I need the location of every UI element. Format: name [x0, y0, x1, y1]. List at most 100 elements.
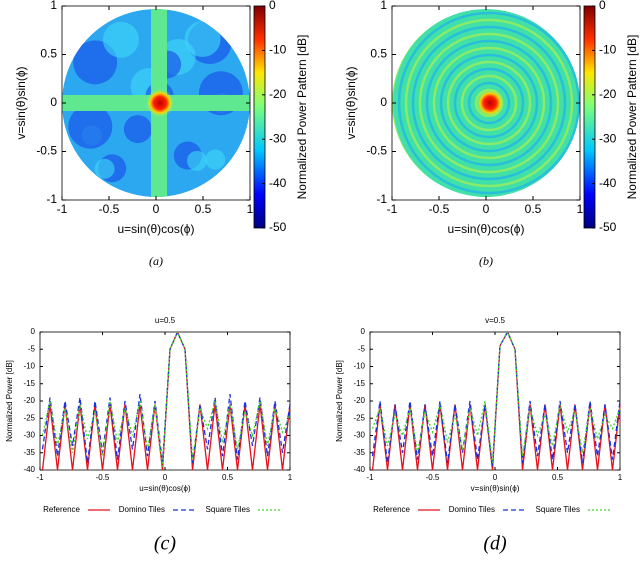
- y-tick-label: -40: [353, 465, 365, 474]
- heatmap-ring: [439, 53, 539, 153]
- y-tick-label: -35: [353, 448, 365, 457]
- heatmap-blob: [186, 150, 207, 171]
- heatmap-ring: [467, 81, 511, 125]
- heatmap-blob: [123, 115, 152, 144]
- panel-label: (b): [479, 254, 493, 268]
- x-tick-label: -1: [387, 202, 398, 216]
- y-tick-label: -5: [358, 344, 366, 353]
- y-tick-label: 0.5: [40, 47, 57, 61]
- heatmap-ring: [432, 46, 546, 160]
- y-tick-label: 0.5: [370, 47, 387, 61]
- y-axis-label: Normalized Power [dB]: [335, 360, 344, 442]
- y-tick-label: -0.5: [36, 144, 57, 158]
- y-tick-label: -0.5: [366, 144, 387, 158]
- y-tick-label: -40: [23, 465, 35, 474]
- x-tick-label: -0.5: [426, 473, 440, 482]
- colorbar-tick-label: -40: [269, 176, 287, 190]
- heatmap-ring: [453, 67, 525, 139]
- x-tick-label: -1: [57, 202, 68, 216]
- y-axis-label: Normalized Power [dB]: [5, 360, 14, 442]
- legend-label: Domino Tiles: [449, 505, 495, 514]
- heatmap-ring: [446, 60, 532, 146]
- panel: -1 -0.5 0 0.5 1 -40 -35 -30 -25 -20 -15 -10 -5 0 u=sin…: [5, 316, 293, 554]
- x-tick-label: 0.5: [525, 202, 542, 216]
- y-tick-label: 0: [31, 327, 36, 336]
- y-tick-label: -1: [46, 192, 57, 206]
- y-tick-label: -15: [353, 379, 365, 388]
- x-tick-label: -0.5: [99, 202, 120, 216]
- x-tick-label: 0: [493, 473, 498, 482]
- heatmap-blob: [205, 149, 226, 170]
- legend-label: Reference: [373, 505, 410, 514]
- heatmap-blob: [68, 104, 113, 149]
- y-tick-label: -5: [28, 344, 36, 353]
- x-tick-label: -1: [36, 473, 44, 482]
- colorbar-tick-label: 0: [599, 0, 606, 12]
- y-tick-label: -25: [353, 413, 365, 422]
- series-line: [41, 330, 291, 471]
- y-tick-label: 1: [380, 0, 387, 12]
- x-tick-label: 0: [483, 202, 490, 216]
- x-tick-label: 0.5: [195, 202, 212, 216]
- y-tick-label: -25: [23, 413, 35, 422]
- series-line: [371, 330, 621, 464]
- colorbar-tick-label: -50: [599, 220, 617, 234]
- heatmap-blob: [94, 158, 115, 179]
- legend-label: Square Tiles: [536, 505, 580, 514]
- colorbar-tick-label: -20: [599, 87, 617, 101]
- colorbar: [583, 5, 596, 229]
- y-tick-label: 1: [50, 0, 57, 12]
- colorbar: [253, 5, 266, 229]
- panel-label: (d): [483, 533, 507, 555]
- colorbar-label: Normalized Power Pattern [dB]: [625, 35, 639, 200]
- y-tick-label: -30: [23, 431, 35, 440]
- legend-label: Domino Tiles: [119, 505, 165, 514]
- x-tick-label: -0.5: [96, 473, 110, 482]
- colorbar-label: Normalized Power Pattern [dB]: [295, 35, 309, 200]
- colorbar-tick-label: -50: [269, 220, 287, 234]
- y-axis-label: v=sin(θ)sin(ϕ): [344, 66, 358, 139]
- x-tick-label: 1: [618, 473, 623, 482]
- heatmap-ring: [411, 25, 567, 181]
- x-tick-label: 1: [247, 202, 254, 216]
- chart-title: u=0.5: [155, 316, 176, 325]
- x-axis-label: v=sin(θ)sin(ϕ): [471, 484, 520, 493]
- x-tick-label: 0: [153, 202, 160, 216]
- heatmap-blob: [184, 21, 221, 58]
- y-tick-label: -1: [376, 192, 387, 206]
- heatmap: [392, 9, 580, 197]
- heatmap-ring: [460, 74, 518, 132]
- heatmap: [62, 9, 250, 197]
- x-tick-label: -1: [366, 473, 374, 482]
- heatmap-ring: [404, 18, 574, 188]
- y-tick-label: -30: [353, 431, 365, 440]
- y-tick-label: -10: [353, 362, 365, 371]
- chart-title: v=0.5: [485, 316, 505, 325]
- plot-frame: [39, 331, 291, 471]
- y-tick-label: -10: [23, 362, 35, 371]
- colorbar-tick-label: -20: [269, 87, 287, 101]
- panel: -1 -0.5 0 0.5 1 -40 -35 -30 -25 -20 -15 -10 -5 0 v=sin…: [335, 316, 623, 554]
- colorbar-tick-label: -10: [269, 43, 287, 57]
- panel-label: (a): [149, 254, 163, 268]
- y-tick-label: -35: [23, 448, 35, 457]
- x-axis-label: u=sin(θ)cos(ϕ): [139, 484, 191, 493]
- heatmap-blob: [73, 40, 118, 85]
- colorbar-tick-label: -30: [269, 131, 287, 145]
- x-tick-label: -0.5: [429, 202, 450, 216]
- colorbar-tick-label: -10: [599, 43, 617, 57]
- colorbar-tick-label: 0: [269, 0, 276, 12]
- heatmap-ring: [425, 39, 553, 167]
- y-tick-label: 0: [380, 95, 387, 109]
- heatmap-ring: [418, 32, 560, 174]
- colorbar-tick-label: -30: [599, 131, 617, 145]
- y-tick-label: -20: [353, 396, 365, 405]
- panel-label: (c): [154, 533, 177, 555]
- legend-label: Reference: [43, 505, 80, 514]
- x-tick-label: 1: [577, 202, 584, 216]
- y-axis-label: v=sin(θ)sin(ϕ): [14, 66, 28, 139]
- heatmap-peak: [476, 89, 504, 117]
